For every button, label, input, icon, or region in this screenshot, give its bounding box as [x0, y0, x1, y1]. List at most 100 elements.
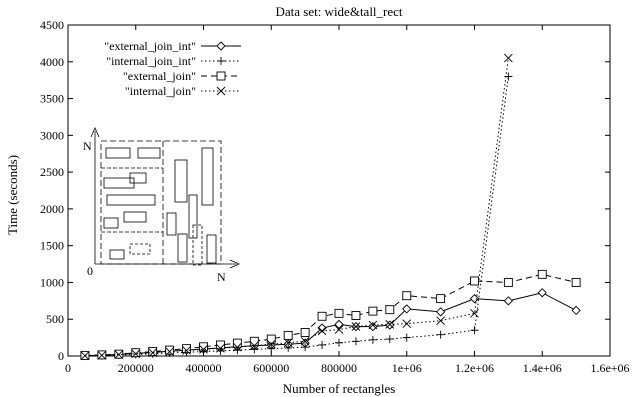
inset-origin-label: 0 — [87, 264, 93, 278]
inset-rect — [129, 243, 151, 255]
data-point — [148, 348, 158, 358]
inset-diagram: N 0 N — [83, 127, 240, 284]
series-line — [84, 58, 509, 357]
data-point — [233, 342, 242, 352]
data-point — [300, 336, 310, 346]
x-tick-label: 600000 — [253, 361, 289, 375]
data-point — [301, 343, 310, 352]
data-point — [351, 311, 361, 320]
data-point — [215, 340, 225, 350]
inset-y-arrow — [90, 127, 100, 138]
data-point — [165, 345, 175, 355]
data-point — [351, 337, 360, 346]
legend-label-external-join: "external_join" — [123, 69, 196, 83]
data-point — [470, 276, 479, 286]
data-point — [182, 344, 192, 354]
data-point — [537, 269, 547, 279]
data-point — [199, 345, 208, 354]
inset-rect — [106, 194, 156, 206]
data-point — [249, 341, 259, 351]
series-line — [84, 76, 509, 357]
data-point — [368, 335, 377, 344]
inset-x-arrow — [229, 259, 240, 269]
x-tick-label: 1.2e+06 — [455, 361, 494, 375]
data-point — [385, 305, 395, 315]
data-point — [436, 294, 446, 304]
inset-rect — [109, 249, 125, 260]
y-tick-label: 0 — [58, 349, 64, 363]
x-tick-label: 1e+06 — [392, 361, 422, 375]
legend: "external_join_int" "internal_join_int" … — [104, 39, 241, 98]
data-point — [283, 330, 293, 340]
data-point — [131, 348, 141, 358]
y-tick-label: 2000 — [40, 202, 64, 216]
data-point — [435, 307, 446, 317]
data-point — [182, 346, 191, 355]
inset-rect — [137, 147, 161, 159]
y-tick-label: 4500 — [40, 18, 64, 32]
data-point — [385, 320, 395, 329]
data-point — [266, 339, 276, 349]
data-point — [470, 326, 479, 335]
y-tick-label: 2500 — [40, 165, 64, 179]
data-point — [300, 328, 310, 337]
x-tick-label: 800000 — [321, 361, 357, 375]
data-point — [351, 322, 361, 331]
data-point — [317, 311, 327, 321]
data-point — [504, 53, 513, 63]
data-point — [571, 277, 581, 287]
y-tick-label: 3500 — [40, 92, 64, 106]
y-tick-label: 1500 — [40, 239, 64, 253]
x-tick-label: 400000 — [186, 361, 222, 375]
data-point — [216, 343, 225, 353]
data-point — [368, 320, 378, 330]
data-point — [317, 323, 327, 333]
data-point — [385, 335, 394, 344]
x-axis-label: Number of rectangles — [283, 381, 396, 396]
data-point — [97, 350, 107, 360]
inset-rect — [201, 147, 214, 206]
data-point — [335, 338, 343, 347]
data-point — [114, 350, 124, 359]
data-point — [402, 291, 412, 301]
series-line — [84, 292, 577, 357]
data-point — [334, 325, 344, 334]
data-point — [385, 320, 395, 330]
x-tick-label: 1.6e+06 — [590, 361, 629, 375]
data-point — [402, 333, 411, 342]
data-point — [503, 296, 514, 306]
inset-rect — [105, 147, 131, 159]
data-point — [436, 316, 445, 326]
series-layer — [80, 53, 581, 361]
data-point — [266, 334, 276, 344]
chart-title: Data set: wide&tall_rect — [275, 4, 402, 19]
data-point — [267, 344, 276, 353]
x-tick-label: 1.4e+06 — [523, 361, 562, 375]
data-point — [571, 305, 581, 316]
legend-label-internal-join: "internal_join" — [125, 84, 196, 98]
data-point — [80, 351, 90, 360]
data-point — [283, 338, 293, 348]
x-tick-label: 200000 — [118, 361, 154, 375]
inset-rect — [166, 212, 177, 236]
data-point — [368, 306, 378, 316]
inset-rect — [123, 211, 147, 223]
data-point — [436, 330, 445, 339]
data-point — [334, 319, 344, 330]
data-point — [232, 338, 242, 348]
legend-sample-marker — [217, 57, 225, 65]
data-point — [368, 321, 378, 332]
legend-sample-marker — [216, 41, 226, 51]
legend-sample-marker — [216, 86, 226, 96]
inset-rect — [206, 234, 217, 264]
data-point — [165, 347, 174, 356]
inset-rect — [174, 159, 188, 203]
data-point — [199, 342, 208, 352]
inset-rect — [103, 177, 135, 189]
data-point — [284, 343, 293, 352]
data-point — [250, 345, 259, 354]
inset-y-axis-label: N — [83, 139, 92, 153]
data-point — [317, 326, 327, 336]
data-point — [537, 288, 547, 298]
